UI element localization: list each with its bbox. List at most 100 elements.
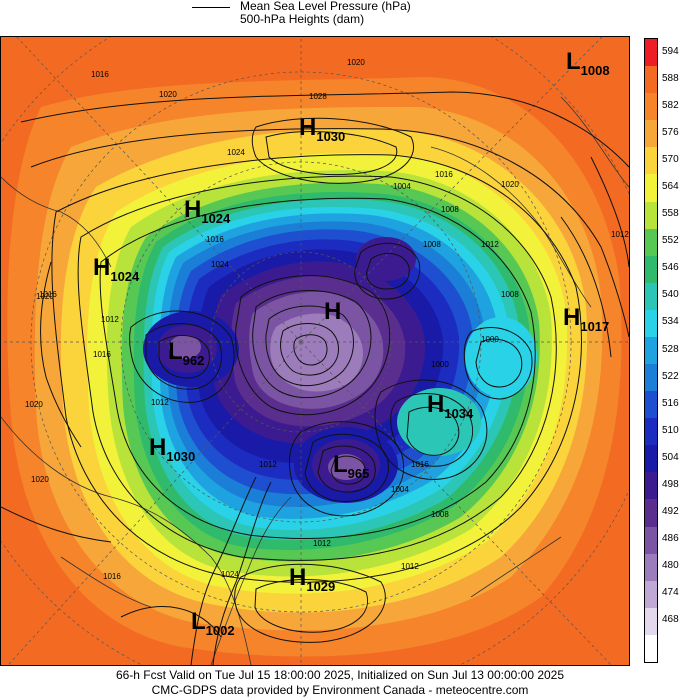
colorbar-tick-label: 546 bbox=[662, 262, 679, 274]
colorbar-tick-label: 510 bbox=[662, 424, 679, 436]
pressure-center: H1030 bbox=[299, 114, 345, 144]
colorbar-swatch bbox=[645, 174, 657, 202]
colorbar-tick-label: 582 bbox=[662, 99, 679, 111]
coastlines bbox=[1, 96, 629, 665]
colorbar-swatch bbox=[645, 472, 657, 500]
pressure-legend-label: Mean Sea Level Pressure (hPa) bbox=[240, 0, 411, 13]
data-credit: CMC-GDPS data provided by Environment Ca… bbox=[151, 683, 529, 697]
isobar-label: 1012 bbox=[481, 240, 499, 249]
height-fill-high-1034 bbox=[397, 388, 481, 456]
colorbar-swatch bbox=[645, 634, 657, 663]
colorbar-swatch bbox=[645, 607, 657, 636]
colorbar-tick-label: 492 bbox=[662, 506, 679, 518]
colorbar-tick-label: 504 bbox=[662, 451, 679, 463]
map-canvas: 1016 1020 1028 1020 1024 1016 1020 1012 … bbox=[1, 37, 629, 665]
isobar-label: 1012 bbox=[611, 230, 629, 239]
colorbar-tick-label: 486 bbox=[662, 533, 679, 545]
pressure-center: L1002 bbox=[191, 608, 235, 638]
isobar-label: 1016 bbox=[91, 70, 109, 79]
isobar-label: 1008 bbox=[431, 510, 449, 519]
isobar-label: 1016 bbox=[39, 290, 57, 299]
colorbar-swatch bbox=[645, 553, 657, 582]
colorbar-tick-label: 480 bbox=[662, 560, 679, 572]
colorbar-tick-label: 576 bbox=[662, 126, 679, 138]
isobar-label: 1016 bbox=[206, 235, 224, 244]
height-fill-low-west-inner bbox=[169, 335, 201, 359]
colorbar-tick-label: 552 bbox=[662, 235, 679, 247]
isobar-label: 1020 bbox=[347, 58, 365, 67]
isobar-label: 1012 bbox=[151, 398, 169, 407]
colorbar-swatch bbox=[645, 282, 657, 311]
isobar-label: 1024 bbox=[211, 260, 229, 269]
isobar-label: 1008 bbox=[423, 240, 441, 249]
pressure-center: H1024 bbox=[184, 196, 231, 226]
colorbar-swatch bbox=[645, 255, 657, 284]
colorbar-tick-label: 594 bbox=[662, 45, 679, 57]
isobar-label: 1016 bbox=[435, 170, 453, 179]
colorbar-swatch bbox=[645, 418, 657, 446]
isobar-label: 1000 bbox=[431, 360, 449, 369]
isobar-label: 1028 bbox=[309, 92, 327, 101]
graticule bbox=[1, 37, 629, 665]
height-fill-low-north bbox=[356, 237, 416, 281]
heights-legend-label: 500-hPa Heights (dam) bbox=[240, 12, 365, 26]
isobar-label: 1020 bbox=[501, 180, 519, 189]
pressure-center: H1029 bbox=[289, 564, 335, 594]
pressure-center: H bbox=[324, 298, 341, 325]
colorbar-swatch bbox=[645, 66, 657, 94]
colorbar-tick-label: 588 bbox=[662, 72, 679, 84]
isobars bbox=[1, 91, 629, 665]
isobar-label: 1012 bbox=[101, 315, 119, 324]
isobar-label: 1012 bbox=[313, 539, 331, 548]
pressure-centers: L1008 H1030 H1024 H1024 H1017 L962 H1034… bbox=[93, 48, 610, 638]
height-colorbar bbox=[644, 38, 658, 663]
height-fill-480 bbox=[270, 313, 363, 392]
isobar-label: 1016 bbox=[103, 572, 121, 581]
colorbar-tick-label: 564 bbox=[662, 180, 679, 192]
isobar-line-sample bbox=[192, 7, 230, 8]
isobar-label: 1024 bbox=[227, 148, 245, 157]
pressure-center: H1034 bbox=[427, 391, 474, 421]
colorbar-tick-label: 540 bbox=[662, 289, 679, 301]
colorbar-tick-label: 522 bbox=[662, 370, 679, 382]
colorbar-swatch bbox=[645, 526, 657, 555]
weather-map: 1016 1020 1028 1020 1024 1016 1020 1012 … bbox=[0, 36, 630, 666]
colorbar-swatch bbox=[645, 499, 657, 528]
colorbar-tick-label: 474 bbox=[662, 587, 679, 599]
pressure-center: L962 bbox=[168, 338, 204, 368]
colorbar-swatch bbox=[645, 39, 657, 67]
colorbar-swatch bbox=[645, 336, 657, 365]
colorbar-swatch bbox=[645, 580, 657, 609]
colorbar-swatch bbox=[645, 391, 657, 419]
colorbar-tick-label: 516 bbox=[662, 397, 679, 409]
isobar-label: 1012 bbox=[401, 562, 419, 571]
pressure-center: L1008 bbox=[566, 48, 610, 78]
isobar-label: 1008 bbox=[441, 205, 459, 214]
pressure-center: L965 bbox=[333, 451, 369, 481]
colorbar-swatch bbox=[645, 201, 657, 230]
isobar-label: 1020 bbox=[159, 90, 177, 99]
isobar-label: 1012 bbox=[259, 460, 277, 469]
colorbar-tick-label: 534 bbox=[662, 316, 679, 328]
colorbar-swatch bbox=[645, 120, 657, 148]
colorbar-swatch bbox=[645, 445, 657, 473]
isobar-label: 1020 bbox=[25, 400, 43, 409]
colorbar-tick-label: 558 bbox=[662, 208, 679, 220]
colorbar-tick-label: 570 bbox=[662, 153, 679, 165]
isobar-labels: 1016 1020 1028 1020 1024 1016 1020 1012 … bbox=[25, 58, 629, 581]
height-fill-low-south-inner bbox=[328, 454, 364, 480]
colorbar-swatch bbox=[645, 228, 657, 257]
isobar-label: 1016 bbox=[411, 460, 429, 469]
isobar-label: 1020 bbox=[31, 475, 49, 484]
colorbar-tick-label: 528 bbox=[662, 343, 679, 355]
pressure-center: H1017 bbox=[563, 304, 609, 334]
pressure-center: H1024 bbox=[93, 254, 140, 284]
isobar-label: 1000 bbox=[481, 335, 499, 344]
isobar-label: 1004 bbox=[393, 182, 411, 191]
colorbar-swatch bbox=[645, 364, 657, 392]
colorbar-tick-label: 498 bbox=[662, 478, 679, 490]
height-fill-layer bbox=[1, 37, 629, 665]
forecast-valid-time: 66-h Fcst Valid on Tue Jul 15 18:00:00 2… bbox=[115, 668, 565, 682]
isobar-label: 1008 bbox=[501, 290, 519, 299]
isobar-label: 1016 bbox=[93, 350, 111, 359]
